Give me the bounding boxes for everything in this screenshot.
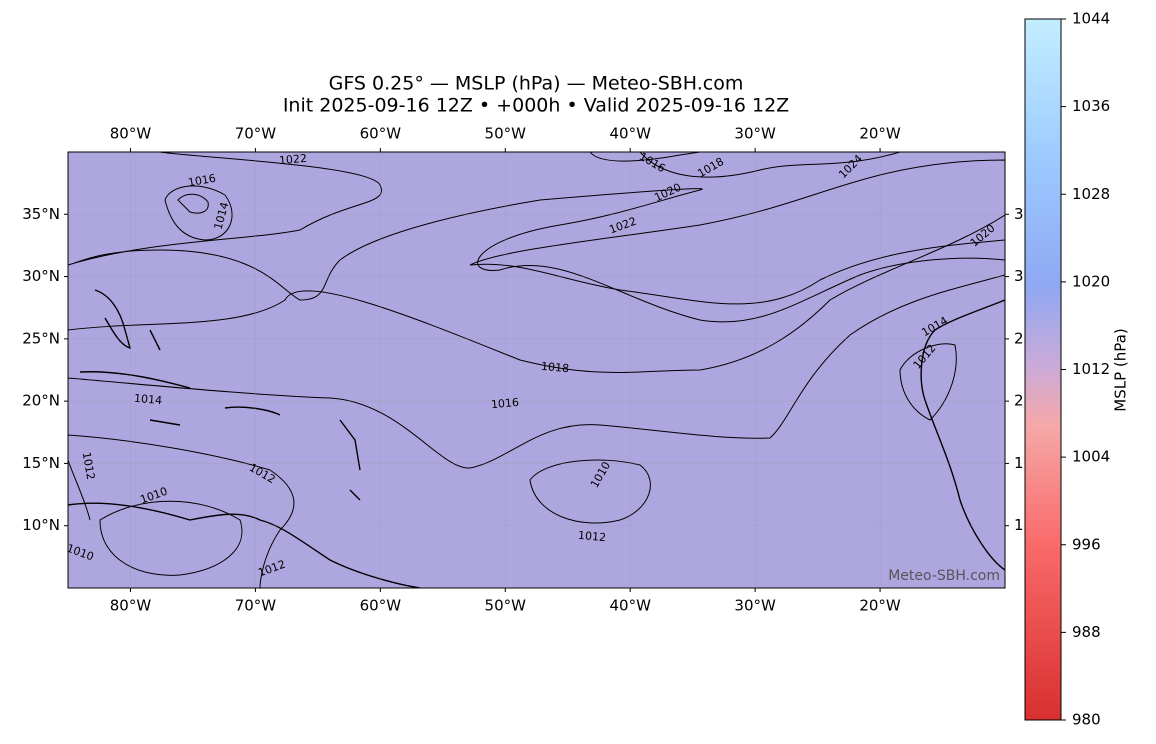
colorbar-tick-label: 1004 — [1072, 448, 1110, 466]
y-tick-label-right: 1 — [1014, 516, 1024, 534]
y-tick-label: 15°N — [22, 454, 60, 472]
y-tick-label-right: 2 — [1014, 392, 1024, 410]
contour-label: 1012 — [578, 529, 607, 544]
colorbar-label: MSLP (hPa) — [1112, 328, 1130, 411]
contour-label: 1014 — [134, 392, 163, 407]
colorbar-tick-label: 980 — [1072, 711, 1101, 729]
x-tick-label: 70°W — [235, 597, 277, 615]
y-tick-label: 30°N — [22, 267, 60, 285]
x-tick-label: 60°W — [360, 125, 402, 143]
watermark: Meteo-SBH.com — [888, 568, 1000, 584]
colorbar — [1024, 18, 1062, 721]
contour-label: 1016 — [187, 172, 217, 190]
x-tick-label: 70°W — [235, 125, 277, 143]
x-tick-label: 20°W — [859, 125, 901, 143]
y-tick-label: 20°N — [22, 392, 60, 410]
x-tick-label: 50°W — [485, 597, 527, 615]
y-tick-label-right: 3 — [1014, 205, 1024, 223]
y-tick-label: 25°N — [22, 329, 60, 347]
colorbar-tick-label: 988 — [1072, 623, 1101, 641]
map — [68, 152, 1005, 588]
y-tick-label: 10°N — [22, 516, 60, 534]
chart-title: GFS 0.25° — MSLP (hPa) — Meteo-SBH.com — [329, 73, 744, 95]
colorbar-tick-label: 996 — [1072, 535, 1101, 553]
colorbar-tick-label: 1020 — [1072, 272, 1110, 290]
y-tick-label-right: 2 — [1014, 329, 1024, 347]
colorbar-tick-label: 1036 — [1072, 97, 1110, 115]
x-tick-label: 30°W — [734, 125, 776, 143]
contour-label: 1016 — [490, 396, 519, 411]
x-tick-label: 30°W — [734, 597, 776, 615]
contour-label: 1018 — [541, 360, 570, 375]
colorbar-tick-label: 1028 — [1072, 185, 1110, 203]
y-tick-label-right: 3 — [1014, 267, 1024, 285]
x-tick-label: 40°W — [609, 125, 651, 143]
x-tick-label: 50°W — [485, 125, 527, 143]
colorbar-tick-label: 1012 — [1072, 360, 1110, 378]
map-frame — [67, 151, 1006, 589]
x-tick-label: 60°W — [360, 597, 402, 615]
x-tick-label: 80°W — [110, 597, 152, 615]
x-tick-label: 40°W — [609, 597, 651, 615]
colorbar-tick-label: 1044 — [1072, 10, 1110, 28]
x-tick-label: 80°W — [110, 125, 152, 143]
y-tick-label: 35°N — [22, 205, 60, 223]
y-tick-label-right: 1 — [1014, 454, 1024, 472]
contour-label: 1022 — [278, 152, 307, 167]
chart-subtitle: Init 2025-09-16 12Z • +000h • Valid 2025… — [283, 95, 789, 117]
contour-label: 1012 — [80, 451, 98, 481]
x-tick-label: 20°W — [859, 597, 901, 615]
